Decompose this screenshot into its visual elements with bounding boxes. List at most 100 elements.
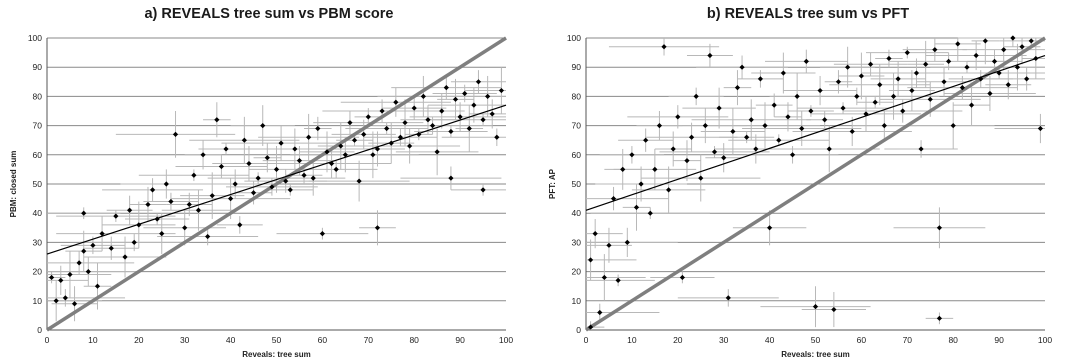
x-tick-label: 70	[364, 335, 374, 345]
data-point	[904, 50, 910, 56]
data-point	[228, 196, 234, 202]
data-point	[306, 134, 312, 140]
data-point	[209, 193, 215, 199]
data-point	[393, 99, 399, 105]
x-tick-label: 30	[180, 335, 190, 345]
chart-title-b: b) REVEALS tree sum vs PFT	[706, 6, 910, 22]
data-point	[246, 160, 252, 167]
data-point	[205, 233, 211, 240]
x-tick-label: 80	[948, 335, 958, 345]
data-point	[936, 225, 943, 231]
data-point	[310, 175, 316, 181]
data-point	[1037, 125, 1044, 132]
data-point	[941, 79, 947, 85]
data-point	[163, 181, 169, 187]
y-tick-label: 90	[33, 62, 43, 72]
data-point	[831, 306, 837, 313]
data-point	[918, 146, 924, 152]
data-point	[365, 114, 371, 120]
data-point	[356, 178, 362, 184]
data-point	[411, 105, 417, 111]
chart-panel-a: a) REVEALS tree sum vs PBM score 0 10 20 30…	[0, 0, 538, 362]
data-point	[475, 79, 482, 85]
y-tick-label: 80	[33, 91, 43, 101]
chart-title-a: a) REVEALS tree sum vs PBM score	[144, 6, 394, 22]
data-point	[900, 108, 906, 114]
data-point	[987, 90, 993, 97]
data-point	[822, 117, 828, 123]
data-point	[620, 166, 626, 172]
data-point	[402, 120, 408, 126]
data-point	[172, 131, 179, 137]
data-point	[721, 155, 727, 161]
data-point	[799, 125, 805, 132]
data-point	[333, 166, 339, 172]
data-point	[675, 114, 681, 120]
data-point	[767, 225, 773, 231]
data-point	[845, 64, 851, 70]
data-point	[99, 231, 105, 237]
data-point	[223, 146, 229, 152]
reference-line-1to1	[585, 36, 1046, 332]
y-axis-title: PBM: closed sum	[9, 151, 18, 218]
x-tick-label: 60	[318, 335, 328, 345]
data-point	[647, 210, 653, 216]
data-point	[858, 73, 864, 79]
data-point	[462, 90, 468, 97]
y-tick-label: 70	[572, 121, 582, 131]
data-point	[794, 93, 800, 99]
data-point	[849, 128, 855, 135]
x-tick-label: 70	[903, 335, 913, 345]
data-point	[122, 254, 128, 260]
data-point	[679, 274, 685, 281]
data-point	[81, 248, 87, 254]
data-point	[587, 257, 594, 263]
x-tick-label: 40	[226, 335, 236, 345]
data-point	[698, 175, 704, 181]
data-point	[913, 70, 920, 76]
x-tick-label: 40	[765, 335, 775, 345]
data-point	[361, 131, 367, 137]
x-tick-label: 0	[45, 335, 50, 345]
data-point	[480, 187, 486, 193]
x-tick-label: 60	[857, 335, 867, 345]
data-point	[629, 152, 635, 158]
data-point	[384, 125, 390, 132]
data-point	[684, 158, 690, 164]
x-tick-label: 90	[455, 335, 465, 345]
y-tick-label: 20	[33, 267, 43, 277]
data-point	[439, 108, 445, 114]
data-point	[803, 58, 809, 64]
data-point	[688, 134, 695, 140]
data-point	[416, 131, 422, 137]
data-point	[90, 242, 96, 248]
data-point	[936, 315, 943, 321]
data-point	[812, 304, 819, 310]
data-point	[973, 52, 979, 59]
y-tick-label: 0	[37, 325, 42, 335]
data-point	[950, 123, 956, 129]
data-point	[881, 123, 887, 129]
data-point	[601, 274, 607, 281]
data-point	[707, 52, 713, 59]
data-point	[347, 120, 353, 126]
data-point	[342, 152, 348, 158]
x-tick-label: 10	[627, 335, 637, 345]
data-point	[195, 207, 202, 213]
data-point	[287, 187, 293, 193]
data-point	[53, 298, 59, 304]
data-point	[771, 102, 777, 108]
data-point	[283, 178, 289, 184]
data-point	[250, 190, 257, 196]
data-point	[81, 210, 87, 216]
data-point	[457, 114, 463, 120]
data-point	[278, 140, 284, 146]
data-point	[67, 271, 73, 278]
y-tick-label: 30	[572, 237, 582, 247]
trendline	[585, 54, 1046, 211]
data-point	[471, 102, 477, 108]
data-point	[200, 152, 206, 158]
trendline	[46, 104, 507, 255]
data-point	[1014, 64, 1021, 70]
data-point	[725, 295, 731, 301]
